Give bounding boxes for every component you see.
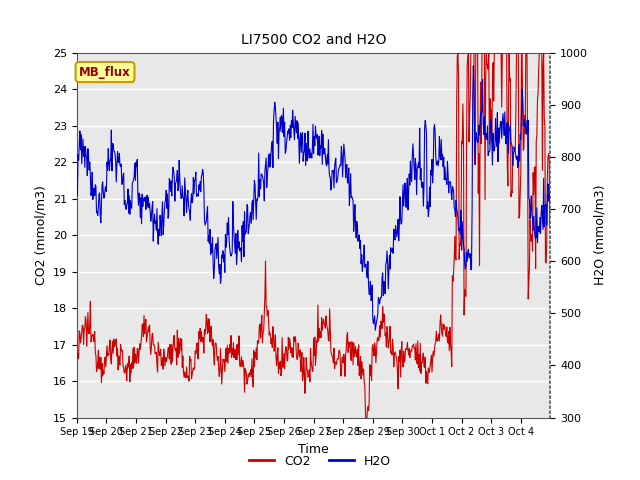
Y-axis label: H2O (mmol/m3): H2O (mmol/m3) [594, 185, 607, 286]
Text: MB_flux: MB_flux [79, 66, 131, 79]
X-axis label: Time: Time [298, 443, 329, 456]
Legend: CO2, H2O: CO2, H2O [244, 450, 396, 473]
Title: LI7500 CO2 and H2O: LI7500 CO2 and H2O [241, 34, 387, 48]
Y-axis label: CO2 (mmol/m3): CO2 (mmol/m3) [35, 185, 47, 285]
